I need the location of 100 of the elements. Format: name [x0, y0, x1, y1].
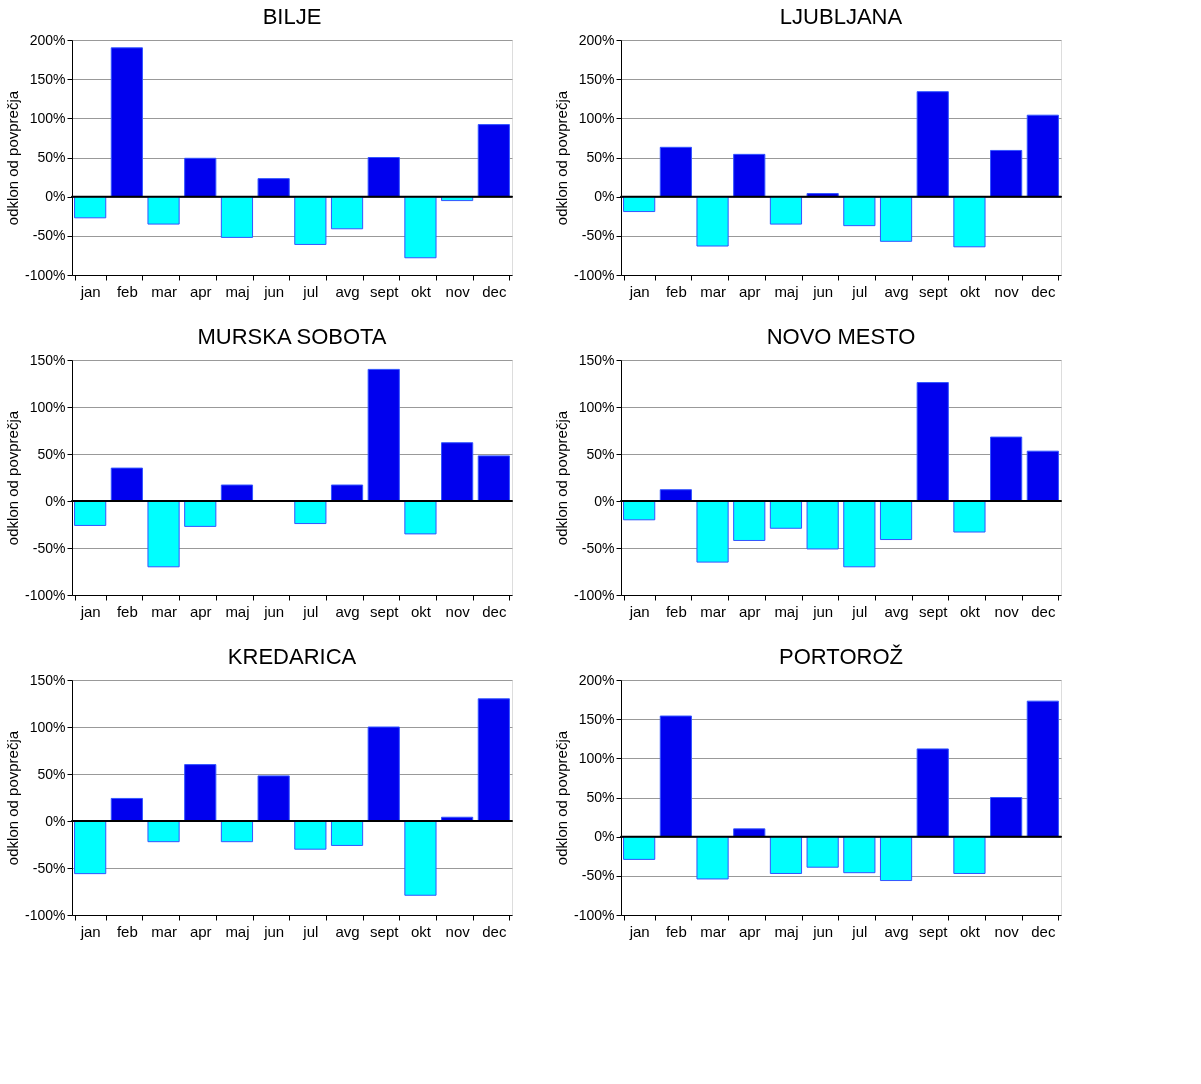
bar	[1026, 114, 1059, 198]
bar	[330, 196, 364, 230]
x-tick-label: jun	[812, 922, 834, 940]
x-tick-label: mar	[700, 602, 726, 620]
y-tick-label: 50%	[586, 149, 615, 165]
x-tick-label: apr	[738, 922, 761, 940]
chart-title: KREDARICA	[227, 644, 357, 669]
y-tick-label: 0%	[594, 492, 615, 509]
bar	[367, 726, 400, 822]
x-tick-label: maj	[225, 922, 250, 940]
y-tick-label: 200%	[578, 671, 615, 688]
x-tick-label: nov	[994, 282, 1020, 300]
x-tick-label: mar	[700, 282, 726, 300]
x-tick-label: apr	[189, 922, 212, 940]
x-tick-label: okt	[959, 282, 981, 300]
y-tick-label: -100%	[25, 906, 66, 923]
y-tick-label: -100%	[574, 906, 615, 923]
y-axis-title: odklon od povprečja	[4, 730, 22, 866]
bar	[147, 196, 180, 225]
x-tick-label: avg	[884, 922, 909, 940]
bar	[477, 455, 510, 502]
x-tick-label: maj	[225, 282, 250, 300]
bar	[659, 146, 692, 198]
x-tick-label: jan	[79, 282, 101, 300]
bar	[990, 149, 1023, 198]
y-tick-label: 150%	[29, 70, 66, 87]
y-tick-label: 150%	[578, 70, 615, 87]
y-tick-label: -50%	[32, 539, 66, 556]
bar	[294, 196, 327, 245]
y-axis-title: odklon od povprečja	[553, 730, 571, 866]
x-tick-label: nov	[445, 602, 471, 620]
x-tick-label: jun	[812, 282, 834, 300]
bar	[659, 715, 692, 838]
x-tick-label: feb	[665, 922, 687, 940]
y-tick-label: -100%	[574, 266, 615, 283]
x-tick-label: jul	[302, 602, 319, 620]
x-tick-label: apr	[189, 282, 212, 300]
bar	[147, 820, 180, 843]
bar	[74, 500, 107, 526]
bar	[404, 196, 437, 259]
x-tick-label: apr	[189, 602, 212, 620]
y-tick-label: 200%	[578, 31, 615, 48]
x-tick-label: jul	[302, 282, 319, 300]
bar	[879, 196, 913, 242]
x-tick-label: jun	[812, 602, 834, 620]
bar	[843, 196, 876, 227]
y-tick-label: -100%	[25, 586, 66, 603]
bar	[330, 820, 364, 846]
y-tick-label: 100%	[29, 109, 66, 126]
bar	[74, 196, 107, 219]
y-tick-label: 0%	[594, 828, 615, 845]
x-tick-label: jan	[628, 282, 650, 300]
bar	[294, 820, 327, 850]
x-tick-label: maj	[774, 602, 799, 620]
x-tick-label: okt	[410, 282, 432, 300]
x-tick-label: jun	[263, 602, 285, 620]
bar	[769, 196, 803, 225]
bar	[110, 797, 143, 822]
x-tick-label: avg	[335, 282, 360, 300]
x-tick-label: apr	[738, 282, 761, 300]
y-axis-title: odklon od povprečja	[4, 410, 22, 546]
x-tick-label: maj	[774, 282, 799, 300]
x-tick-label: feb	[665, 602, 687, 620]
y-tick-label: -50%	[581, 539, 615, 556]
bar	[74, 820, 107, 875]
bar	[696, 836, 729, 880]
bar	[916, 382, 949, 502]
y-tick-label: 50%	[586, 445, 615, 462]
x-tick-label: okt	[410, 602, 432, 620]
bar	[441, 442, 474, 502]
x-tick-label: jan	[79, 922, 101, 940]
y-tick-label: 100%	[578, 749, 615, 766]
x-tick-label: jul	[851, 602, 868, 620]
bar	[1026, 450, 1059, 502]
y-tick-label: 0%	[45, 188, 66, 205]
bar	[184, 764, 217, 822]
x-tick-label: jun	[263, 922, 285, 940]
x-tick-label: avg	[884, 282, 909, 300]
x-tick-label: nov	[994, 602, 1020, 620]
y-tick-label: 50%	[37, 445, 66, 462]
x-tick-label: maj	[225, 602, 250, 620]
chart-title: MURSKA SOBOTA	[197, 324, 387, 349]
x-tick-label: jul	[851, 282, 868, 300]
x-tick-label: dec	[1031, 602, 1056, 620]
x-tick-label: okt	[959, 922, 981, 940]
bar	[184, 500, 217, 527]
bar	[843, 500, 876, 568]
chart-title: PORTOROŽ	[779, 644, 903, 669]
y-tick-label: 150%	[578, 351, 615, 368]
x-tick-label: mar	[151, 282, 177, 300]
x-tick-label: jan	[79, 602, 101, 620]
y-tick-label: 50%	[586, 789, 615, 805]
bar	[879, 836, 913, 882]
x-tick-label: avg	[335, 922, 360, 940]
x-tick-label: dec	[482, 282, 507, 300]
bar	[879, 500, 913, 541]
x-tick-label: sept	[919, 282, 949, 300]
x-tick-label: sept	[370, 282, 400, 300]
y-tick-label: -50%	[581, 867, 615, 884]
chart-title: NOVO MESTO	[766, 324, 916, 349]
